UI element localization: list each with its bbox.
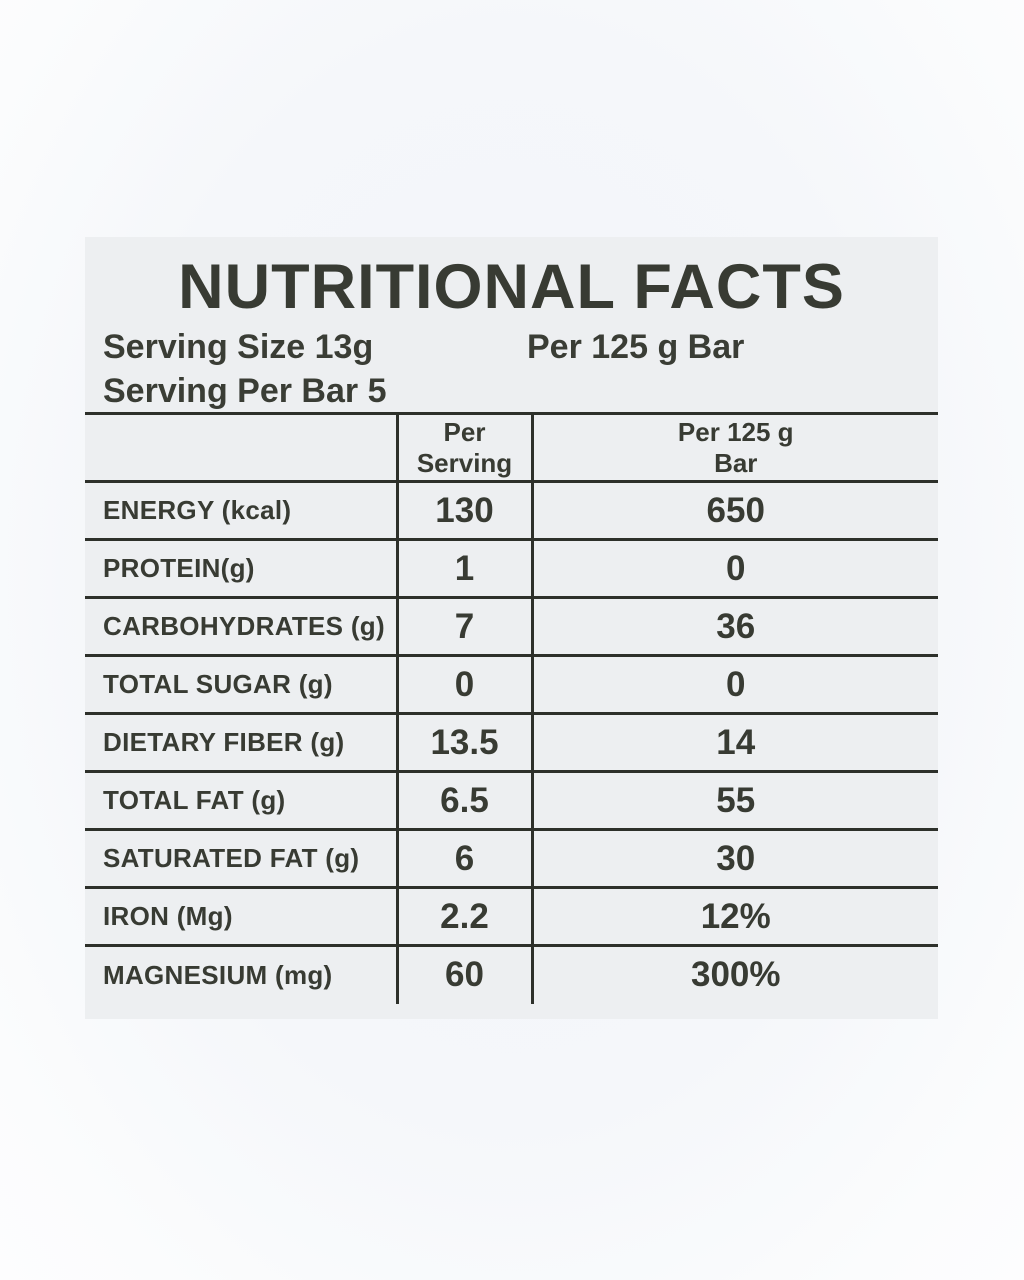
table-row: IRON (Mg) 2.2 12% [85, 887, 938, 946]
header-per-bar-cell: Per 125 g Bar [530, 413, 938, 482]
header-per-serving-cell: Per Serving [395, 413, 532, 482]
per-bar-cell: 650 [530, 481, 938, 540]
nutrition-table-body: ENERGY (kcal) 130 650 PROTEIN(g) 1 0 CARBOHYDR… [85, 481, 938, 1004]
row-label-cell: ENERGY (kcal) [103, 495, 292, 525]
header-per-serving-line1: Per [443, 416, 486, 447]
per-serving-cell: 1 [395, 539, 532, 598]
row-label-cell: MAGNESIUM (mg) [103, 959, 333, 990]
row-label-cell: IRON (Mg) [103, 901, 233, 931]
per-bar-cell: 0 [530, 539, 938, 598]
row-label-cell: PROTEIN(g) [103, 553, 255, 583]
table-row: TOTAL SUGAR (g) 0 0 [85, 655, 938, 714]
nutrition-label-card: NUTRITIONAL FACTS Serving Size 13g Servi… [85, 237, 938, 1019]
header-row: Per Serving Per 125 g Bar [85, 413, 938, 482]
header-per-bar-line1: Per 125 g [677, 416, 794, 447]
per-bar-cell: 14 [530, 713, 938, 772]
row-label-cell: TOTAL FAT (g) [103, 785, 286, 815]
table-row: SATURATED FAT (g) 6 30 [85, 829, 938, 888]
row-label-cell: DIETARY FIBER (g) [103, 727, 345, 757]
serving-size-text: Serving Size 13g [103, 328, 374, 366]
header-blank-cell [85, 414, 397, 482]
row-label-cell: SATURATED FAT (g) [103, 843, 360, 873]
row-label-cell: TOTAL SUGAR (g) [103, 669, 333, 699]
per-serving-cell: 6 [395, 829, 532, 888]
table-row: TOTAL FAT (g) 6.5 55 [85, 771, 938, 830]
per-serving-cell: 60 [395, 945, 532, 1004]
per-serving-cell: 6.5 [395, 771, 532, 830]
per-bar-cell: 0 [530, 655, 938, 714]
per-bar-cell: 55 [530, 771, 938, 830]
serving-info-left: Serving Size 13g Serving Per Bar 5 [103, 325, 386, 413]
per-serving-cell: 13.5 [395, 713, 532, 772]
table-row: MAGNESIUM (mg) 60 300% [85, 945, 938, 1004]
table-row: DIETARY FIBER (g) 13.5 14 [85, 713, 938, 772]
table-row: PROTEIN(g) 1 0 [85, 539, 938, 598]
per-bar-note: Per 125 g Bar [527, 328, 745, 366]
nutrition-table-header: Per Serving Per 125 g Bar [85, 413, 938, 482]
row-label-cell: CARBOHYDRATES (g) [103, 611, 385, 641]
per-serving-cell: 130 [395, 481, 532, 540]
per-bar-cell: 30 [530, 829, 938, 888]
per-bar-cell: 12% [530, 887, 938, 946]
table-row: CARBOHYDRATES (g) 7 36 [85, 597, 938, 656]
per-serving-cell: 2.2 [395, 887, 532, 946]
header-per-serving-line2: Serving [416, 447, 513, 478]
table-row: ENERGY (kcal) 130 650 [85, 481, 938, 540]
nutrition-table: Per Serving Per 125 g Bar ENERGY (kcal) 1… [85, 412, 938, 1004]
header-per-bar-line2: Bar [714, 447, 758, 478]
serving-per-bar-text: Serving Per Bar 5 [103, 372, 387, 410]
per-serving-cell: 0 [395, 655, 532, 714]
per-bar-cell: 300% [530, 945, 938, 1004]
per-bar-cell: 36 [530, 597, 938, 656]
label-title: NUTRITIONAL FACTS [178, 252, 845, 322]
per-serving-cell: 7 [395, 597, 532, 656]
